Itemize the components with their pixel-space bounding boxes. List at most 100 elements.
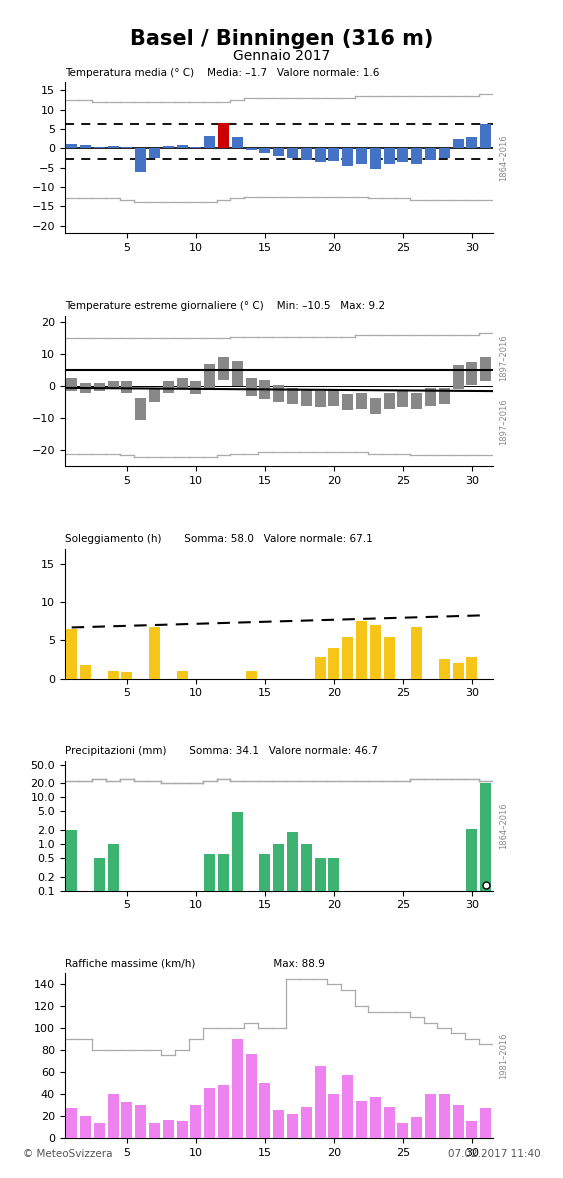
Bar xyxy=(66,629,77,679)
Bar xyxy=(190,382,202,395)
Bar xyxy=(204,1088,215,1138)
Bar xyxy=(218,1085,229,1138)
Bar xyxy=(480,783,491,1178)
Bar xyxy=(204,137,215,148)
Text: Precipitazioni (mm)       Somma: 34.1   Valore normale: 46.7: Precipitazioni (mm) Somma: 34.1 Valore n… xyxy=(65,747,378,756)
Bar xyxy=(466,1121,477,1138)
Bar xyxy=(190,1105,202,1138)
Bar xyxy=(93,383,105,391)
Text: 1981–2016: 1981–2016 xyxy=(499,1032,508,1079)
Bar xyxy=(273,1111,284,1138)
Bar xyxy=(232,1039,243,1138)
Bar xyxy=(66,144,77,148)
Bar xyxy=(260,148,270,153)
Bar xyxy=(177,671,187,679)
Text: Temperature estreme giornaliere (° C)    Min: –10.5   Max: 9.2: Temperature estreme giornaliere (° C) Mi… xyxy=(65,302,385,311)
Bar xyxy=(453,365,464,390)
Text: Gennaio 2017: Gennaio 2017 xyxy=(233,49,330,64)
Bar xyxy=(301,390,312,405)
Bar xyxy=(411,392,422,409)
Bar xyxy=(315,148,325,161)
Bar xyxy=(315,1066,325,1138)
Bar xyxy=(287,832,298,1178)
Text: Raffiche massime (km/h)                        Max: 88.9: Raffiche massime (km/h) Max: 88.9 xyxy=(65,959,325,968)
Bar xyxy=(108,843,119,1178)
Bar xyxy=(466,657,477,679)
Bar xyxy=(315,858,325,1178)
Bar xyxy=(356,148,367,164)
Bar xyxy=(466,362,477,385)
Bar xyxy=(480,357,491,382)
Bar xyxy=(439,388,450,404)
Bar xyxy=(425,1094,436,1138)
Bar xyxy=(466,137,477,148)
Bar xyxy=(66,829,77,1178)
Bar xyxy=(93,858,105,1178)
Bar xyxy=(80,383,91,392)
Bar xyxy=(218,123,229,148)
Bar xyxy=(204,854,215,1178)
Bar xyxy=(93,1123,105,1138)
Bar xyxy=(411,148,422,164)
Bar xyxy=(453,1105,464,1138)
Bar xyxy=(342,636,353,679)
Bar xyxy=(177,378,187,390)
Bar xyxy=(232,812,243,1178)
Text: 1897–2016: 1897–2016 xyxy=(499,398,508,444)
Bar xyxy=(425,148,436,160)
Text: © MeteoSvizzera: © MeteoSvizzera xyxy=(23,1149,112,1159)
Bar xyxy=(260,379,270,399)
Text: Soleggiamento (h)       Somma: 58.0   Valore normale: 67.1: Soleggiamento (h) Somma: 58.0 Valore nor… xyxy=(65,535,373,544)
Bar xyxy=(122,382,132,392)
Bar xyxy=(315,657,325,679)
Bar xyxy=(232,360,243,386)
Bar xyxy=(342,148,353,166)
Bar xyxy=(260,1083,270,1138)
Bar xyxy=(108,382,119,390)
Bar xyxy=(135,148,146,172)
Bar xyxy=(425,388,436,405)
Bar xyxy=(411,1117,422,1138)
Bar xyxy=(356,392,367,409)
Bar xyxy=(135,1105,146,1138)
Bar xyxy=(66,1108,77,1138)
Bar xyxy=(260,854,270,1178)
Bar xyxy=(80,1116,91,1138)
Bar xyxy=(453,663,464,679)
Bar xyxy=(480,124,491,148)
Bar xyxy=(439,148,450,158)
Bar xyxy=(342,395,353,410)
Bar xyxy=(328,1094,339,1138)
Bar xyxy=(122,673,132,679)
Bar xyxy=(163,146,174,148)
Bar xyxy=(383,148,395,165)
Text: 1864–2016: 1864–2016 xyxy=(499,802,508,849)
Bar xyxy=(287,1113,298,1138)
Bar xyxy=(439,1094,450,1138)
Bar xyxy=(163,382,174,392)
Bar xyxy=(204,364,215,388)
Bar xyxy=(370,626,381,679)
Bar xyxy=(149,148,160,158)
Bar xyxy=(328,648,339,679)
Bar xyxy=(466,829,477,1178)
Bar xyxy=(232,138,243,148)
Bar xyxy=(342,1076,353,1138)
Bar xyxy=(135,398,146,421)
Bar xyxy=(245,378,257,396)
Bar xyxy=(453,139,464,148)
Bar xyxy=(370,148,381,170)
Bar xyxy=(370,1097,381,1138)
Bar xyxy=(356,621,367,679)
Bar xyxy=(397,1123,408,1138)
Bar xyxy=(328,148,339,160)
Text: 1897–2016: 1897–2016 xyxy=(499,335,508,382)
Bar xyxy=(370,397,381,413)
Bar xyxy=(108,146,119,148)
Text: Temperatura media (° C)    Media: –1.7   Valore normale: 1.6: Temperatura media (° C) Media: –1.7 Valo… xyxy=(65,68,379,78)
Bar xyxy=(411,627,422,679)
Bar xyxy=(149,1123,160,1138)
Bar xyxy=(301,1107,312,1138)
Bar xyxy=(356,1100,367,1138)
Bar xyxy=(218,357,229,379)
